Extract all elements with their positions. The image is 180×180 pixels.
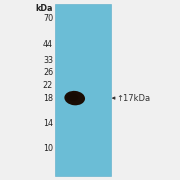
Text: ↑17kDa: ↑17kDa	[116, 94, 150, 103]
Ellipse shape	[64, 91, 85, 105]
Bar	[55, 4, 111, 176]
Text: 22: 22	[43, 81, 53, 90]
Text: 33: 33	[43, 56, 53, 65]
Text: 18: 18	[43, 94, 53, 103]
Text: 70: 70	[43, 14, 53, 23]
Text: 14: 14	[43, 119, 53, 128]
Text: kDa: kDa	[36, 4, 53, 13]
Text: 26: 26	[43, 68, 53, 77]
Text: 10: 10	[43, 144, 53, 153]
Text: 44: 44	[43, 40, 53, 49]
Ellipse shape	[67, 93, 78, 101]
